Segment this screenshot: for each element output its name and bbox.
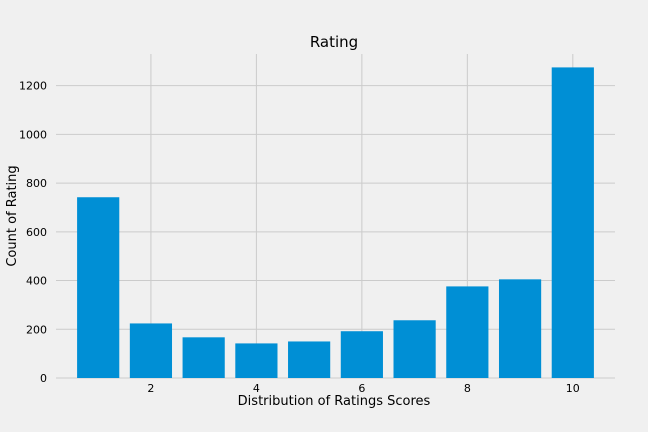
x-tick-label: 2 (147, 382, 154, 395)
bar-rating-2 (129, 323, 173, 378)
bar-rating-8 (446, 286, 489, 378)
bar-rating-9 (498, 279, 542, 378)
bars (77, 67, 594, 378)
tick-labels: 0 200 400 600 800 1000 1200 2 4 6 8 10 (19, 80, 580, 395)
bar-rating-4 (235, 343, 278, 378)
y-axis-label: Count of Rating (5, 165, 20, 266)
y-tick-label: 1200 (19, 80, 47, 93)
y-tick-label: 0 (40, 372, 47, 385)
bar-rating-10 (551, 67, 594, 378)
x-tick-label: 10 (566, 382, 580, 395)
x-tick-label: 4 (253, 382, 260, 395)
y-tick-label: 400 (26, 275, 47, 288)
bar-rating-1 (77, 197, 120, 378)
bar-rating-5 (288, 341, 331, 378)
x-tick-label: 8 (464, 382, 471, 395)
y-tick-label: 600 (26, 226, 47, 239)
bar-rating-6 (340, 331, 383, 378)
bar-rating-3 (182, 337, 225, 378)
y-tick-label: 800 (26, 177, 47, 190)
x-tick-label: 6 (358, 382, 365, 395)
x-axis-label: Distribution of Ratings Scores (238, 394, 431, 409)
y-tick-label: 200 (26, 323, 47, 336)
bar-rating-7 (393, 320, 436, 378)
y-tick-label: 1000 (19, 128, 47, 141)
chart-title: Rating (310, 33, 358, 51)
